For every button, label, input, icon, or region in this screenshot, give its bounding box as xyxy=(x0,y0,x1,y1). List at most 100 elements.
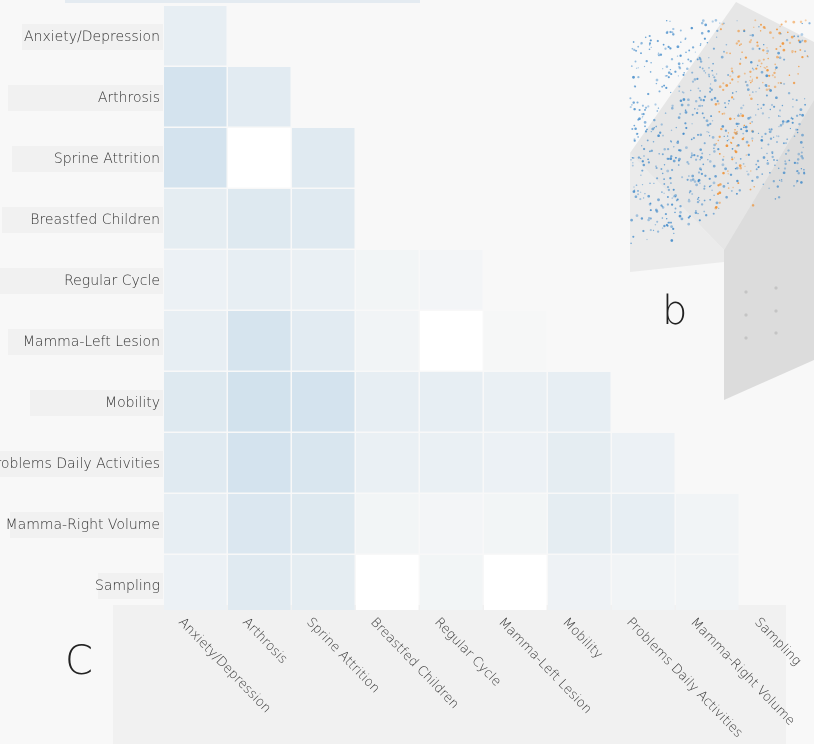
cloud-point xyxy=(689,59,693,63)
cloud-point xyxy=(767,57,769,60)
row-label-background xyxy=(0,450,163,477)
cloud-point xyxy=(791,50,794,53)
cloud-point xyxy=(700,172,704,176)
cloud-point xyxy=(727,182,729,185)
cloud-point xyxy=(734,128,736,131)
cloud-point xyxy=(784,162,787,166)
cloud-point xyxy=(767,84,771,88)
cloud-point xyxy=(781,120,785,123)
cloud-point xyxy=(719,28,722,31)
cloud-point xyxy=(737,182,740,185)
cloud-point xyxy=(666,169,670,173)
row-label: Mobility xyxy=(105,394,160,411)
cloud-point xyxy=(674,211,676,214)
heatmap-cell xyxy=(420,372,483,432)
cloud-point xyxy=(722,155,725,158)
cloud-point xyxy=(742,163,745,165)
cloud-point xyxy=(768,117,770,119)
cloud-point xyxy=(677,116,681,119)
row-label: Regular Cycle xyxy=(64,272,160,289)
heatmap-cell xyxy=(164,67,227,127)
row-label-background xyxy=(8,328,163,355)
cloud-point xyxy=(722,185,726,188)
cloud-point xyxy=(707,73,711,76)
cloud-point xyxy=(710,184,712,187)
cloud-point xyxy=(691,80,695,83)
cloud-point xyxy=(796,179,799,183)
cloud-point xyxy=(705,214,708,217)
cloud-point xyxy=(655,210,659,213)
cloud-point xyxy=(795,128,798,131)
cloud-point xyxy=(653,127,656,129)
cloud-point xyxy=(633,107,636,111)
cloud-point xyxy=(768,130,772,134)
cloud-point xyxy=(801,133,804,137)
cloud-point xyxy=(745,154,747,156)
cloud-point xyxy=(737,114,740,118)
cube-left-face xyxy=(630,153,724,272)
cloud-point xyxy=(773,105,776,108)
cloud-point xyxy=(753,186,755,188)
cloud-point xyxy=(758,87,761,89)
cloud-point xyxy=(801,113,804,117)
cloud-point xyxy=(711,20,714,23)
heatmap-cell xyxy=(612,494,675,554)
cloud-point xyxy=(630,158,632,161)
cloud-point xyxy=(700,156,703,159)
cloud-point xyxy=(778,56,782,60)
cloud-point xyxy=(718,85,722,89)
cloud-point xyxy=(679,210,682,214)
cloud-point xyxy=(662,68,664,70)
cloud-point xyxy=(670,91,672,94)
cloud-point xyxy=(800,33,804,36)
cloud-point xyxy=(685,146,688,149)
cloud-point xyxy=(806,55,809,57)
cloud-point xyxy=(759,30,762,32)
cloud-point xyxy=(657,107,660,109)
cloud-point xyxy=(725,43,728,46)
heatmap-cell xyxy=(484,311,547,371)
cloud-point xyxy=(670,239,674,242)
cloud-point xyxy=(671,106,674,110)
cloud-point xyxy=(653,182,655,185)
cloud-point xyxy=(715,36,718,38)
cloud-point xyxy=(697,108,699,110)
cloud-point xyxy=(679,54,682,57)
cloud-point xyxy=(746,170,748,173)
cloud-point xyxy=(742,132,745,135)
cloud-point xyxy=(799,108,803,111)
heatmap-cell xyxy=(420,250,483,310)
cloud-point xyxy=(640,52,642,55)
cloud-point xyxy=(713,79,717,82)
cloud-point xyxy=(700,169,702,171)
cloud-point xyxy=(679,149,682,152)
cloud-point xyxy=(637,136,639,138)
cloud-point xyxy=(638,108,641,112)
cloud-point xyxy=(712,164,716,168)
cloud-point xyxy=(695,158,698,161)
cloud-point xyxy=(699,58,702,61)
cloud-point xyxy=(690,26,694,30)
cloud-point xyxy=(780,178,783,181)
cube-grid-dots xyxy=(744,286,778,340)
cloud-point xyxy=(644,192,646,195)
cloud-point xyxy=(744,125,748,129)
heatmap-cell xyxy=(548,494,611,554)
cloud-point xyxy=(804,19,807,22)
cloud-point xyxy=(676,141,680,144)
cloud-point xyxy=(712,212,715,215)
cloud-point xyxy=(657,134,660,137)
cloud-point xyxy=(708,177,711,180)
cloud-point xyxy=(791,117,794,120)
cloud-point xyxy=(703,210,706,213)
cloud-point xyxy=(649,182,651,184)
cloud-point xyxy=(730,189,733,192)
cloud-point xyxy=(735,90,738,93)
cloud-point xyxy=(800,181,803,184)
cloud-point xyxy=(699,133,703,137)
cloud-point xyxy=(766,68,769,72)
cloud-point xyxy=(775,96,778,100)
cloud-point xyxy=(673,146,675,148)
cloud-point xyxy=(782,171,786,175)
cloud-point xyxy=(763,66,766,69)
